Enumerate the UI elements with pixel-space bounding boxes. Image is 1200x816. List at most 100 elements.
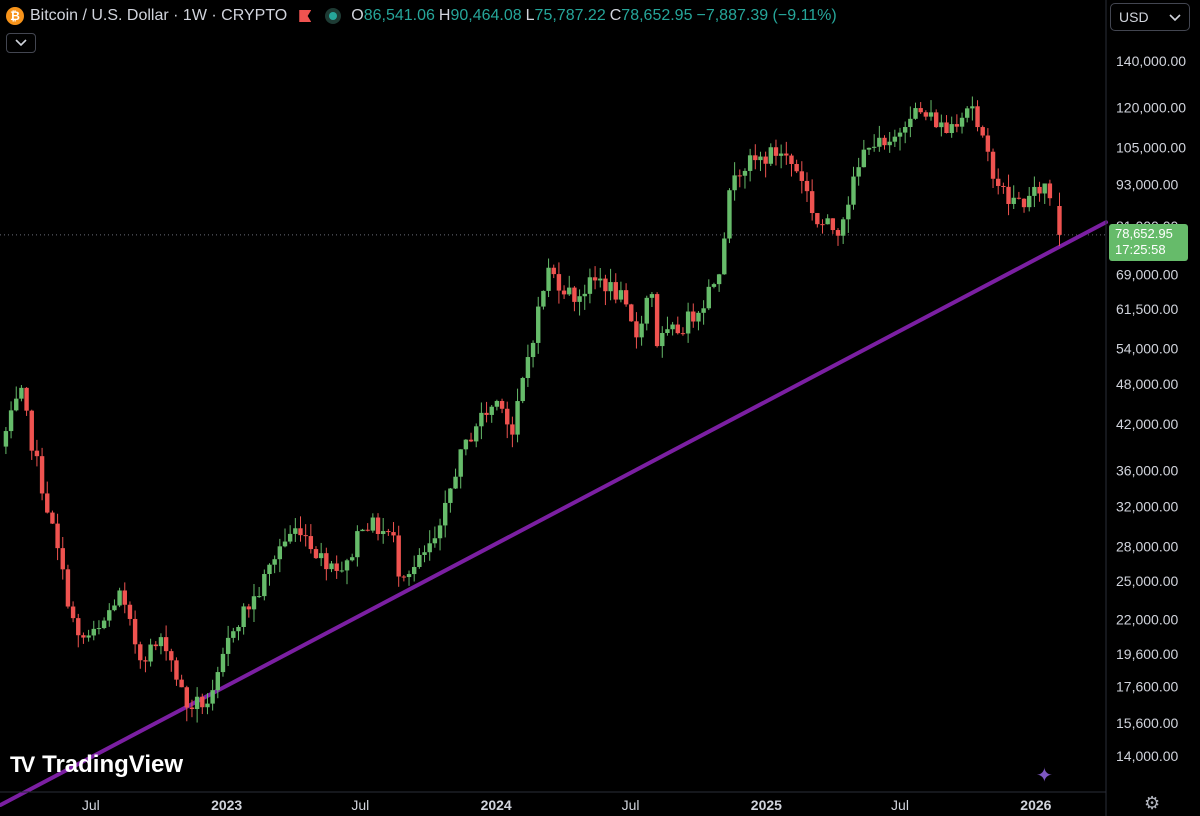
candle-body bbox=[231, 631, 236, 638]
candle bbox=[732, 162, 737, 201]
candle-body bbox=[277, 546, 283, 560]
candle-body bbox=[267, 564, 272, 575]
candle-body bbox=[654, 294, 660, 347]
candle bbox=[918, 102, 923, 114]
candle bbox=[959, 112, 965, 134]
ohlc-open: O86,541.06 bbox=[351, 7, 435, 24]
candle-body bbox=[365, 529, 370, 531]
candle-body bbox=[1042, 183, 1047, 194]
tradingview-logo[interactable]: TV TradingView bbox=[10, 751, 183, 779]
candle bbox=[510, 416, 515, 448]
tradingview-wordmark: TradingView bbox=[42, 751, 184, 778]
candle bbox=[1057, 192, 1062, 247]
candle-body bbox=[339, 570, 345, 572]
y-tick-label: 105,000.00 bbox=[1116, 140, 1186, 156]
candle-body bbox=[680, 333, 686, 335]
candle-body bbox=[1027, 195, 1032, 208]
candle bbox=[923, 110, 929, 121]
candle bbox=[618, 281, 624, 303]
candle-body bbox=[205, 703, 210, 708]
symbol-title[interactable]: Bitcoin / U.S. Dollar · 1W · CRYPTO bbox=[30, 7, 288, 24]
x-tick-label: 2026 bbox=[1020, 797, 1051, 813]
x-tick-label: Jul bbox=[622, 797, 640, 813]
candle bbox=[944, 115, 949, 134]
candle bbox=[716, 273, 722, 292]
candle-body bbox=[117, 590, 122, 606]
candle bbox=[949, 116, 954, 138]
candle bbox=[892, 129, 898, 148]
candle bbox=[530, 340, 536, 368]
candle bbox=[701, 300, 706, 325]
symbol-legend: ₿ Bitcoin / U.S. Dollar · 1W · CRYPTO O8… bbox=[6, 5, 841, 27]
candle-body bbox=[163, 637, 169, 652]
candle-body bbox=[189, 707, 195, 710]
candle bbox=[784, 141, 789, 165]
candle-body bbox=[809, 191, 815, 214]
candle-body bbox=[272, 559, 277, 565]
candle bbox=[696, 311, 701, 331]
candle bbox=[577, 289, 582, 316]
candle-body bbox=[804, 180, 810, 192]
candle-body bbox=[380, 531, 386, 534]
candle-body bbox=[101, 620, 107, 629]
candle-body bbox=[179, 679, 184, 688]
candle bbox=[587, 268, 593, 304]
candle bbox=[251, 584, 257, 623]
candle-body bbox=[143, 660, 148, 662]
candle-body bbox=[60, 548, 65, 570]
legend-collapse-button[interactable] bbox=[6, 33, 36, 53]
candle-body bbox=[225, 637, 231, 654]
candle bbox=[406, 570, 412, 586]
candle bbox=[458, 449, 463, 489]
candle bbox=[691, 303, 696, 328]
candle-body bbox=[933, 112, 939, 128]
candle-body bbox=[866, 147, 872, 150]
candle bbox=[1047, 179, 1053, 206]
candle-body bbox=[887, 141, 892, 146]
candle-body bbox=[293, 528, 298, 534]
support-trendline bbox=[0, 220, 1108, 807]
candle bbox=[561, 285, 567, 299]
candle bbox=[505, 401, 510, 439]
candle-body bbox=[256, 596, 262, 598]
candle-body bbox=[1037, 186, 1042, 194]
candle-body bbox=[990, 151, 996, 179]
candle bbox=[980, 125, 985, 138]
candle-body bbox=[530, 342, 536, 358]
candle-body bbox=[882, 137, 887, 146]
sparkle-icon[interactable]: ✦ bbox=[1036, 765, 1053, 787]
candle bbox=[205, 693, 210, 715]
candle bbox=[877, 125, 882, 152]
candle bbox=[1006, 174, 1011, 216]
candle-body bbox=[241, 606, 246, 627]
market-status-icon[interactable] bbox=[325, 8, 342, 24]
gear-icon[interactable]: ⚙ bbox=[1144, 793, 1161, 813]
candle-body bbox=[499, 400, 505, 409]
candle-body bbox=[262, 574, 267, 597]
candle-body bbox=[411, 566, 417, 575]
candle bbox=[50, 510, 55, 524]
candle bbox=[928, 100, 934, 121]
candle-body bbox=[432, 538, 438, 544]
candle bbox=[308, 524, 314, 554]
candle bbox=[964, 106, 970, 123]
candle-body bbox=[794, 164, 799, 172]
x-tick-label: Jul bbox=[891, 797, 909, 813]
candle-body bbox=[479, 412, 484, 427]
candle bbox=[551, 264, 556, 279]
candle bbox=[246, 603, 252, 618]
candle bbox=[344, 558, 350, 585]
candle-body bbox=[220, 653, 226, 673]
currency-selector[interactable]: USD bbox=[1110, 3, 1190, 31]
candle bbox=[396, 525, 401, 587]
candle-body bbox=[861, 149, 867, 168]
candle-body bbox=[675, 324, 680, 334]
candle bbox=[24, 387, 29, 416]
candle-body bbox=[541, 290, 546, 307]
flag-icon[interactable] bbox=[299, 10, 312, 22]
candle-body bbox=[603, 278, 608, 292]
candle bbox=[835, 228, 841, 246]
candle-body bbox=[727, 190, 732, 239]
candle-body bbox=[644, 297, 649, 324]
